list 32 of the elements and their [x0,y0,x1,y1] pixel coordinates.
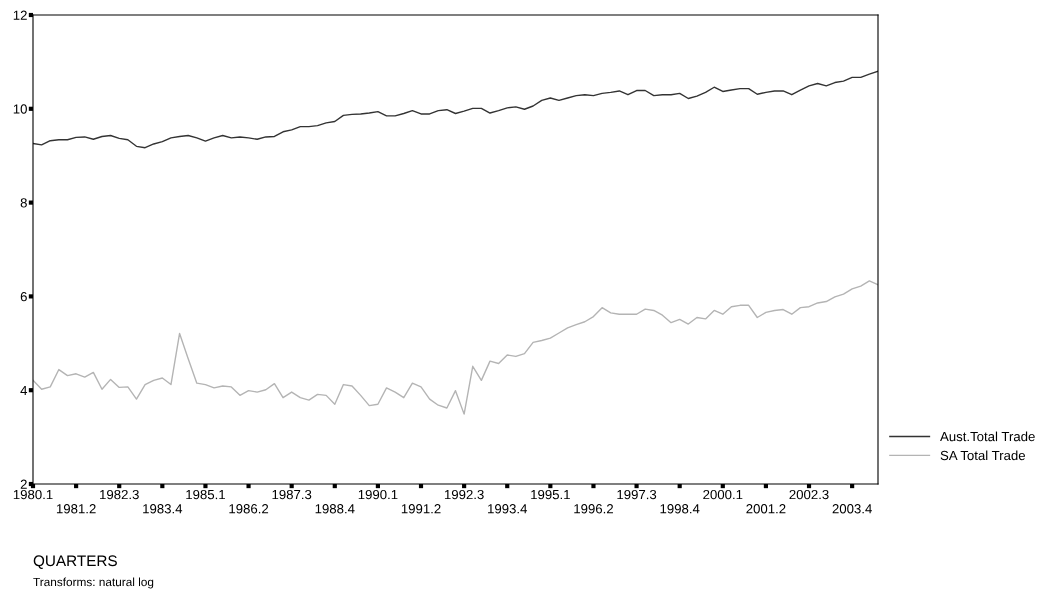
x-tick-label: 1997.3 [617,489,657,500]
x-tick-label: 1985.1 [186,489,225,500]
y-tick-label: 6 [20,291,27,302]
y-tick-label: 10 [13,104,27,114]
x-tick-label: 1988.4 [315,504,355,514]
x-tick-label: 2002.3 [789,489,829,500]
x-tick-label: 1981.2 [56,504,96,514]
x-tick-label: 1996.2 [574,504,613,514]
x-tick-label: 1983.4 [143,504,183,514]
x-tick-label: 1992.3 [444,489,484,500]
line-series [33,280,878,415]
legend-label: SA Total Trade [940,450,1026,461]
y-tick-label: 8 [20,198,27,208]
x-tick-label: 1982.3 [100,489,139,500]
line-series [33,70,878,149]
x-tick-label: 1998.4 [660,504,700,514]
x-axis-title: QUARTERS [33,555,117,569]
x-tick-label: 1980.1 [13,489,53,500]
x-tick-label: 2000.1 [703,489,743,500]
y-tick-label: 2 [20,479,27,489]
x-tick-label: 1990.1 [358,489,398,500]
x-tick-label: 1993.4 [488,504,528,514]
y-tick-label: 12 [13,10,27,20]
x-tick-label: 1991.2 [401,504,441,514]
legend-label: Aust.Total Trade [940,431,1035,442]
x-tick-label: 1987.3 [272,489,312,500]
y-tick-label: 4 [20,385,28,395]
x-tick-label: 2003.4 [832,504,872,514]
text: Transforms: natural log [33,577,154,589]
x-tick-label: 1986.2 [229,504,269,514]
x-tick-label: 2001.2 [746,504,786,514]
x-tick-label: 1995.1 [531,489,570,500]
